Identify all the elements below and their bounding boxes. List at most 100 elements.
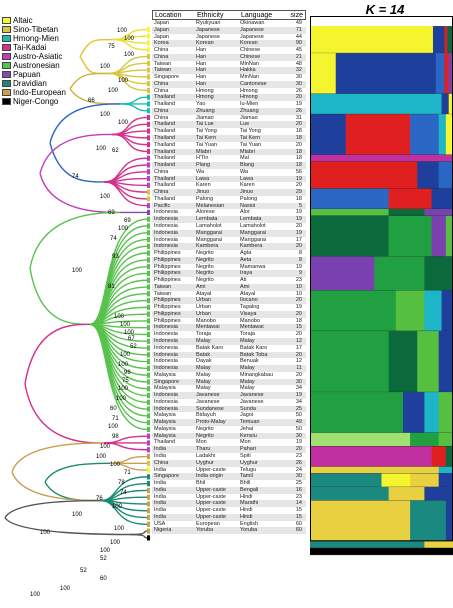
cell-location: Indonesia <box>154 331 178 338</box>
ancestry-segment <box>335 53 437 94</box>
table-row: Indonesia Alorese Alor 19 <box>152 209 306 216</box>
cell-location: Indonesia <box>154 351 178 358</box>
cell-language: Jehai <box>240 425 254 432</box>
table-row: Indonesia Dayak Benuak 12 <box>152 358 306 365</box>
ancestry-segment <box>310 114 347 155</box>
table-row: Korea Korean Korean 90 <box>152 40 306 48</box>
cell-size: 30 <box>295 80 302 87</box>
cell-language: Blang <box>240 162 255 169</box>
leaf-marker <box>147 440 150 446</box>
cell-language: Mon <box>240 439 251 446</box>
tree-backbone <box>69 72 109 90</box>
cell-size: 15 <box>295 513 302 520</box>
legend-item: Austronesian <box>2 61 114 70</box>
ancestry-segment <box>410 432 439 447</box>
cell-language: Visaya <box>240 310 257 317</box>
ancestry-segment <box>438 466 453 474</box>
leaf-marker <box>147 101 150 107</box>
cell-language: Sunda <box>240 405 256 412</box>
ancestry-segment <box>388 215 432 257</box>
cell-language: Marathi <box>240 500 259 507</box>
cell-language: Aeta <box>240 256 252 263</box>
cell-language: Malay <box>240 337 255 344</box>
cell-ethnicity: Manggarai <box>196 229 222 236</box>
bootstrap-label: 71 <box>124 470 131 476</box>
cell-ethnicity: Upper-caste <box>196 486 226 493</box>
cell-language: Batak Karo <box>240 344 268 351</box>
ancestry-segment <box>447 26 453 54</box>
table-row: Thailand Mon Mon 19 <box>152 439 306 446</box>
cell-ethnicity: Jiamao <box>196 114 214 121</box>
cell-ethnicity: Negrito <box>196 263 214 270</box>
tree-backbone <box>29 268 91 326</box>
cell-location: China <box>154 189 169 196</box>
bootstrap-label: 100 <box>116 396 127 402</box>
cell-size: 5 <box>298 202 302 209</box>
leaf-marker <box>147 433 150 439</box>
ancestry-segment <box>388 209 425 216</box>
ancestry-segment <box>441 290 453 332</box>
cell-ethnicity: Tai Lue <box>196 121 214 128</box>
cell-location: Philippines <box>154 310 181 317</box>
table-row: Philippines Negrito Mamanwa 19 <box>152 264 306 271</box>
tree-branch <box>109 462 148 471</box>
table-row: China Uyghur Uyghur 26 <box>152 459 306 467</box>
leaf-marker <box>147 514 150 521</box>
ancestry-segment <box>438 114 447 155</box>
leaf-marker <box>147 196 150 202</box>
cell-language: Kambera <box>240 243 263 250</box>
cell-location: Thailand <box>154 121 176 128</box>
cell-location: Japan <box>154 20 169 26</box>
cell-location: Thailand <box>154 141 176 148</box>
table-row: Indonesia Batak Karo Batak Karo 17 <box>152 345 306 352</box>
cell-language: Manggarai <box>240 229 266 236</box>
cell-location: Malaysia <box>154 419 176 426</box>
cell-language: Palong <box>240 195 258 202</box>
leaf-marker <box>147 372 150 378</box>
cell-size: 20 <box>295 94 302 101</box>
cell-size: 44 <box>295 33 302 40</box>
tree-branch <box>111 38 148 51</box>
cell-language: Cantonese <box>240 80 267 87</box>
bootstrap-label: 100 <box>120 352 131 358</box>
ancestry-segment <box>310 466 439 474</box>
header-location: Location <box>155 12 182 19</box>
cell-ethnicity: Japanese <box>196 33 220 40</box>
table-row: Indonesia Javanese Javanese 19 <box>152 392 306 399</box>
cell-location: India <box>154 453 166 459</box>
cell-location: Malaysia <box>154 371 176 378</box>
cell-language: Agta <box>240 250 252 257</box>
table-row: China Wa Wa 56 <box>152 169 306 176</box>
ancestry-segment <box>424 392 439 433</box>
legend-label: Tai-Kadai <box>13 43 47 52</box>
bootstrap-label: 100 <box>124 36 135 42</box>
cell-location: Taiwan <box>154 283 172 290</box>
leaf-marker <box>147 33 150 39</box>
table-row: Malaysia Negrito Jehai 50 <box>152 426 306 433</box>
bootstrap-label: 100 <box>40 530 51 536</box>
leaf-marker <box>147 304 150 310</box>
cell-language: Japanese <box>240 33 264 40</box>
cell-location: Japan <box>154 33 169 40</box>
bootstrap-label: 100 <box>96 146 107 152</box>
cell-location: Indonesia <box>154 216 178 223</box>
ancestry-segment <box>388 331 418 393</box>
leaf-marker <box>147 386 150 392</box>
table-row: Taiwan Ami Ami 10 <box>152 283 306 291</box>
cell-size: 19 <box>295 263 302 270</box>
bootstrap-label: 52 <box>80 568 87 574</box>
cell-ethnicity: Upper-caste <box>196 500 226 507</box>
leaf-marker <box>147 53 150 60</box>
cell-ethnicity: Upper-caste <box>196 493 226 500</box>
table-row: Thailand Tai Yuan Tai Yuan 20 <box>152 142 306 149</box>
cell-language: Wa <box>240 168 249 175</box>
table-row: Indonesia Manggarai Manggarai 19 <box>152 229 306 237</box>
tree-backbone <box>11 471 101 502</box>
ancestry-segment <box>395 290 425 332</box>
cell-size: 23 <box>295 453 302 459</box>
ancestry-segment <box>438 473 453 488</box>
cell-location: Philippines <box>154 304 181 311</box>
cell-size: 90 <box>295 40 302 47</box>
legend-label: Dravidian <box>13 79 47 88</box>
table-row: Thailand Palong Palong 18 <box>152 196 306 203</box>
